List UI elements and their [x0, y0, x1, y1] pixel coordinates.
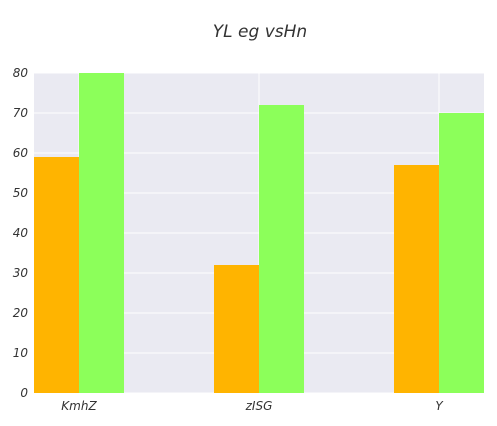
x-axis-ticks: KmhZ zISG Y	[61, 399, 444, 413]
bar-series-1-Y	[394, 165, 439, 393]
bar-series-2-zISG	[259, 105, 304, 393]
bars	[34, 73, 484, 393]
y-tick-label: 40	[13, 226, 29, 240]
y-tick-label: 20	[13, 306, 29, 320]
y-tick-label: 70	[13, 106, 29, 120]
bar-series-1-KmhZ	[34, 157, 79, 393]
x-tick-label: zISG	[245, 399, 273, 413]
y-tick-label: 30	[13, 266, 29, 280]
x-tick-label: KmhZ	[61, 399, 97, 413]
y-tick-label: 10	[13, 346, 29, 360]
y-axis-ticks: 0 10 20 30 40 50 60 70 80	[13, 66, 29, 400]
bar-series-2-Y	[439, 113, 484, 393]
y-tick-label: 50	[13, 186, 29, 200]
y-tick-label: 80	[13, 66, 29, 80]
chart-title: YL eg vsHn	[213, 22, 307, 42]
bar-series-1-zISG	[214, 265, 259, 393]
y-tick-label: 0	[20, 386, 28, 400]
y-tick-label: 60	[13, 146, 29, 160]
x-tick-label: Y	[435, 399, 444, 413]
bar-series-2-KmhZ	[79, 73, 124, 393]
